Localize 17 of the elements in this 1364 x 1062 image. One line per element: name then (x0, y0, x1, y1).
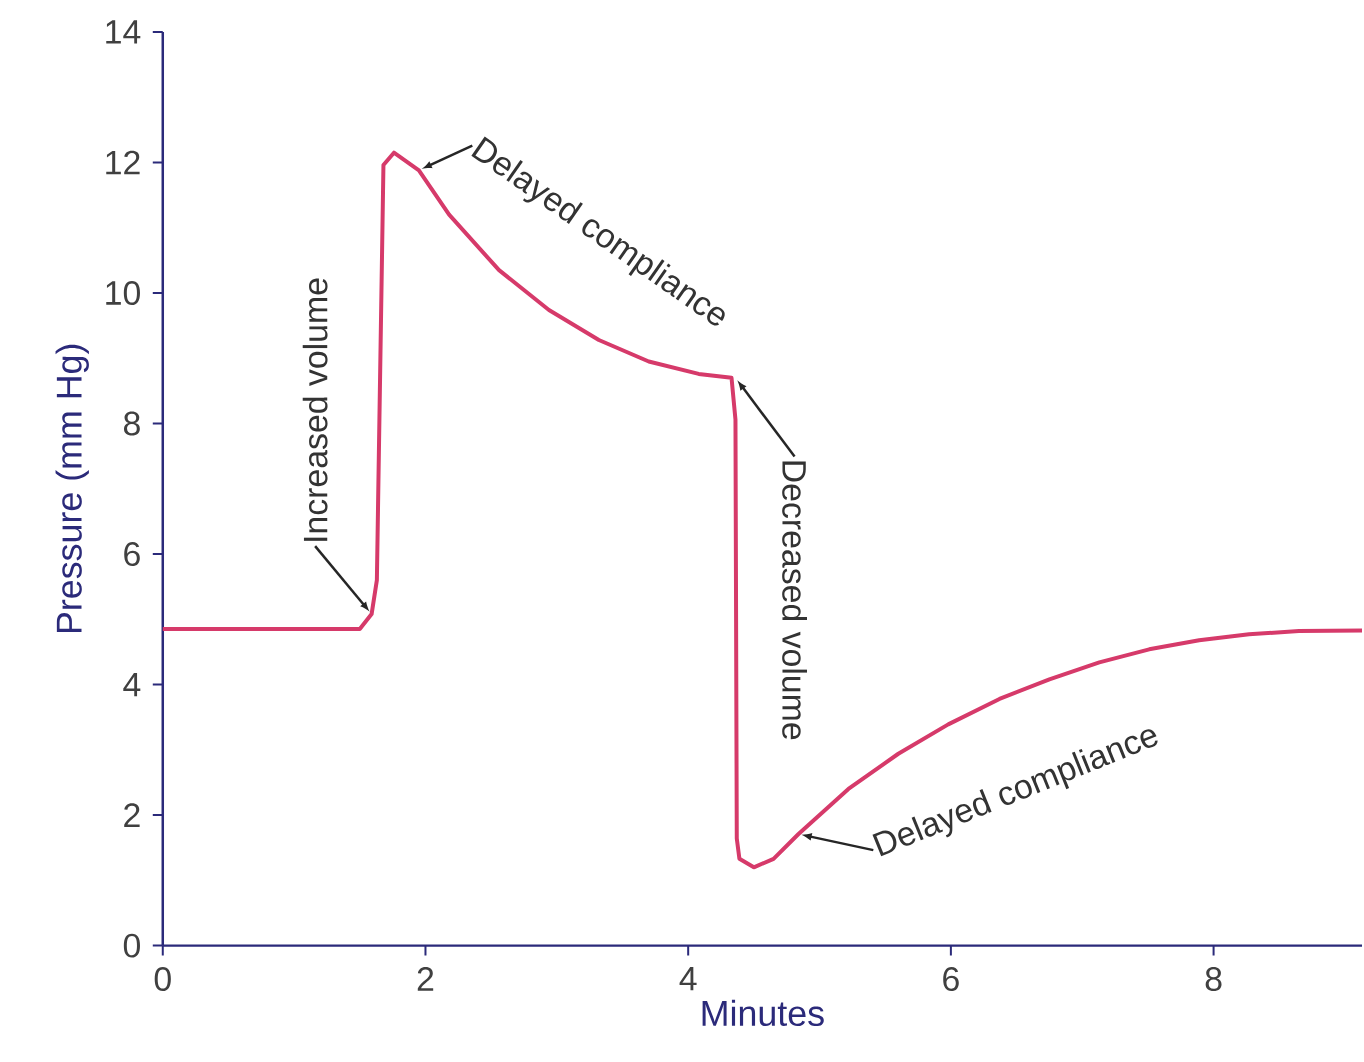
x-tick-label: 2 (417, 966, 434, 991)
y-tick-label: 12 (106, 150, 140, 175)
annotation: Increased volume (302, 278, 328, 541)
x-tick-label: 4 (679, 966, 697, 991)
x-tick-label: 6 (943, 966, 959, 991)
x-axis-title: Minutes (702, 999, 824, 1026)
y-tick-label: 6 (124, 541, 140, 566)
y-tick-label: 8 (123, 411, 140, 436)
y-tick-label: 14 (106, 20, 141, 44)
y-tick-label: 10 (106, 280, 140, 305)
y-tick-label: 4 (123, 672, 141, 696)
annotation: Decreased volume (782, 461, 807, 739)
y-tick-label: 2 (124, 803, 140, 827)
x-tick-label: 8 (1205, 966, 1222, 991)
x-tick-label: 0 (154, 966, 171, 991)
y-tick-label: 0 (123, 933, 140, 958)
y-axis-title: Pressure (mm Hg) (55, 344, 89, 632)
